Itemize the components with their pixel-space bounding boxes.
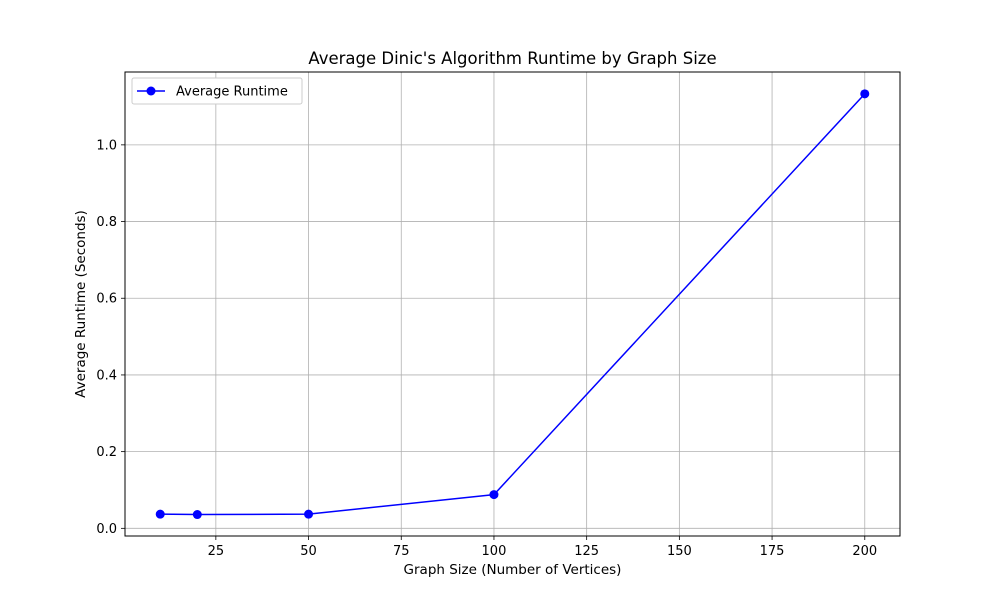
x-tick-label: 25 (208, 544, 225, 559)
x-tick-label: 175 (760, 544, 785, 559)
x-axis-title: Graph Size (Number of Vertices) (404, 562, 622, 578)
y-tick-label: 1.0 (96, 138, 117, 153)
legend: Average Runtime (131, 77, 303, 105)
plot-area-frame (124, 71, 901, 537)
y-tick-label: 0.6 (96, 292, 117, 307)
y-tick-label: 0.0 (96, 522, 117, 537)
legend-box (131, 77, 303, 105)
legend-label: Average Runtime (176, 85, 288, 100)
series-layer (155, 89, 870, 520)
x-axis: 25 50 75 100 125 150 175 200 (208, 536, 877, 559)
y-tick-label: 0.4 (96, 368, 117, 383)
y-tick-label: 0.8 (96, 215, 117, 230)
chart-title: Average Dinic's Algorithm Runtime by Gra… (308, 49, 716, 68)
legend-marker-swatch (146, 86, 156, 96)
data-point (192, 510, 202, 520)
data-point (489, 490, 499, 500)
y-axis: 0.0 0.2 0.4 0.6 0.8 1.0 (96, 138, 125, 537)
x-tick-label: 200 (852, 544, 877, 559)
y-axis-title: Average Runtime (Seconds) (73, 210, 89, 398)
y-tick-label: 0.2 (96, 445, 117, 460)
x-tick-label: 100 (482, 544, 507, 559)
x-tick-label: 50 (300, 544, 317, 559)
x-tick-label: 150 (667, 544, 692, 559)
grid (125, 72, 900, 536)
data-point (860, 89, 870, 99)
x-tick-label: 125 (574, 544, 599, 559)
data-point (155, 509, 165, 519)
x-tick-label: 75 (393, 544, 410, 559)
data-point (304, 509, 314, 519)
